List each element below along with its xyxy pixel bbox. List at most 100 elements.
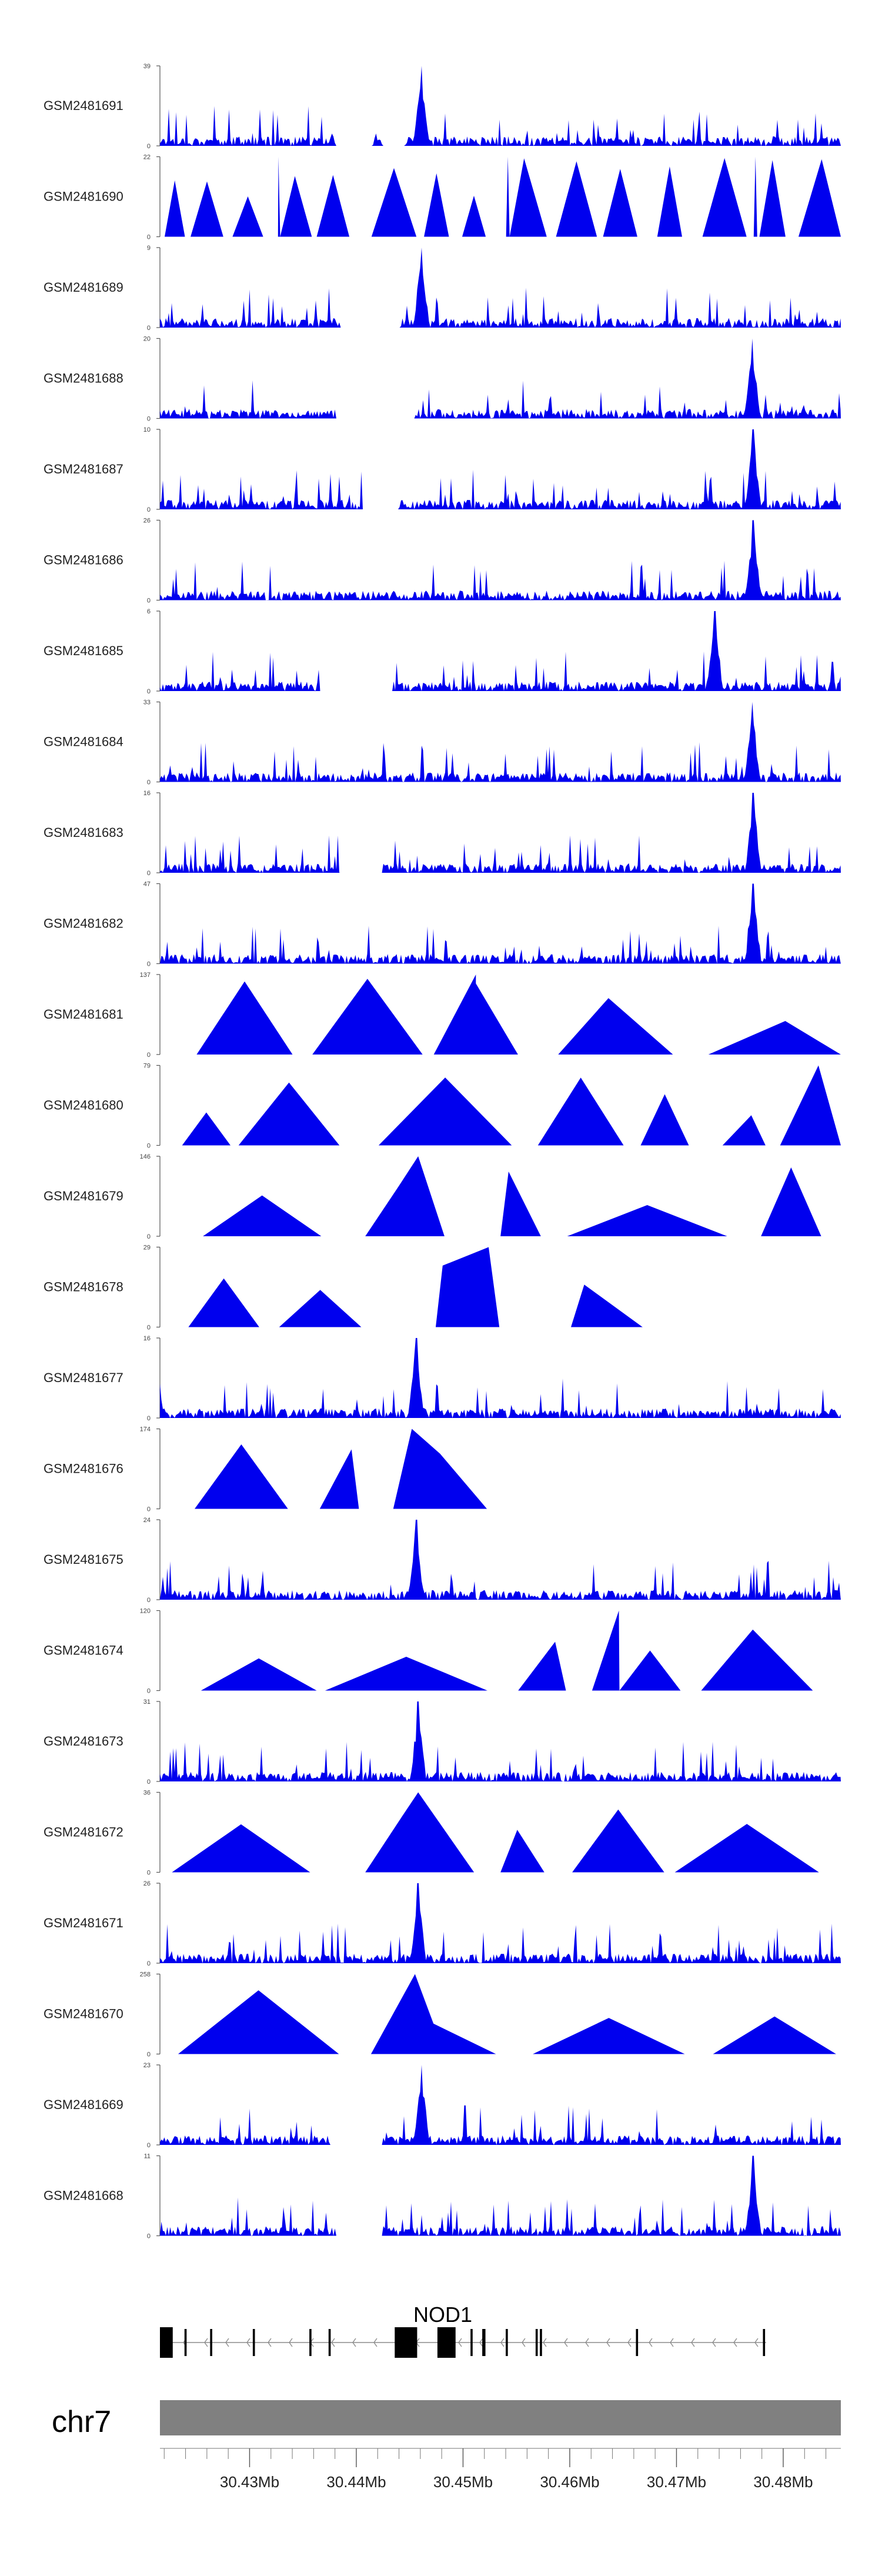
genome-axis: 30.43Mb 30.44Mb 30.45Mb 30.46Mb 30.47Mb 30.48… [160, 2448, 841, 2491]
track-ymax-label: 16 [143, 1335, 151, 1342]
track-ymax-label: 29 [143, 1244, 151, 1252]
track-ymax-label: 16 [143, 790, 151, 797]
strand-arrow [712, 2338, 716, 2347]
chromosome-ideogram: chr7 [52, 2400, 841, 2439]
track-GSM2481673: GSM2481673 31 0 [44, 1699, 841, 1786]
track-ymin-label: 0 [147, 1778, 151, 1786]
track-ymax-label: 36 [143, 1790, 151, 1797]
track-ymax-label: 258 [140, 1971, 151, 1978]
track-label: GSM2481691 [44, 98, 123, 113]
signal-area [160, 975, 841, 1055]
track-label: GSM2481687 [44, 462, 123, 476]
track-GSM2481687: GSM2481687 10 0 [44, 426, 841, 513]
gene-exons [160, 2327, 766, 2358]
strand-arrow [331, 2338, 335, 2347]
signal-area [160, 1610, 841, 1691]
axis-tick-label: 30.43Mb [220, 2473, 279, 2491]
gene-exon [540, 2329, 542, 2356]
signal-area [160, 702, 841, 782]
track-GSM2481684: GSM2481684 33 0 [44, 699, 841, 786]
gene-exon [535, 2329, 538, 2356]
track-GSM2481690: GSM2481690 22 0 [44, 154, 841, 241]
strand-arrow [289, 2338, 293, 2347]
track-ymin-label: 0 [147, 1415, 151, 1422]
track-label: GSM2481674 [44, 1643, 123, 1658]
track-label: GSM2481671 [44, 1916, 123, 1930]
strand-arrow [733, 2338, 737, 2347]
gene-exon [328, 2329, 331, 2356]
signal-area [160, 156, 841, 237]
track-label: GSM2481668 [44, 2188, 123, 2203]
signal-area [160, 1156, 841, 1236]
track-GSM2481670: GSM2481670 258 0 [44, 1971, 841, 2058]
gene-name-label: NOD1 [413, 2303, 472, 2327]
track-label: GSM2481679 [44, 1189, 123, 1203]
track-label: GSM2481676 [44, 1461, 123, 1476]
gene-exon [506, 2329, 508, 2356]
gene-exon [482, 2329, 486, 2356]
signal-area [160, 1701, 841, 1781]
track-ymin-label: 0 [147, 598, 151, 605]
chromosome-bar [160, 2400, 841, 2435]
track-GSM2481672: GSM2481672 36 0 [44, 1790, 841, 1877]
strand-arrow [204, 2338, 208, 2347]
strand-arrow [606, 2338, 610, 2347]
strand-arrow [352, 2338, 356, 2347]
signal-area [160, 429, 841, 509]
gene-exon [470, 2329, 473, 2356]
axis-tick-label: 30.47Mb [647, 2473, 706, 2491]
strand-arrow [564, 2338, 568, 2347]
track-ymax-label: 26 [143, 1880, 151, 1887]
track-ymin-label: 0 [147, 1688, 151, 1695]
track-GSM2481669: GSM2481669 23 0 [44, 2062, 841, 2149]
track-ymax-label: 26 [143, 518, 151, 525]
track-GSM2481675: GSM2481675 24 0 [44, 1517, 841, 1604]
signal-area [160, 2155, 841, 2236]
signal-area [160, 248, 841, 328]
track-GSM2481674: GSM2481674 120 0 [44, 1608, 841, 1695]
track-ymin-label: 0 [147, 2233, 151, 2240]
track-label: GSM2481686 [44, 553, 123, 568]
track-label: GSM2481670 [44, 2007, 123, 2021]
track-label: GSM2481688 [44, 371, 123, 386]
gene-exon [210, 2329, 212, 2356]
track-ymin-label: 0 [147, 1324, 151, 1332]
track-ymin-label: 0 [147, 143, 151, 150]
track-label: GSM2481690 [44, 189, 123, 204]
track-ymax-label: 146 [140, 1153, 151, 1160]
strand-arrow [627, 2338, 632, 2347]
track-GSM2481668: GSM2481668 11 0 [44, 2153, 841, 2240]
strand-arrow [691, 2338, 695, 2347]
track-GSM2481685: GSM2481685 6 0 [44, 608, 841, 695]
track-ymax-label: 20 [143, 336, 151, 343]
track-ymin-label: 0 [147, 325, 151, 332]
track-GSM2481676: GSM2481676 174 0 [44, 1426, 841, 1513]
track-ymax-label: 33 [143, 699, 151, 706]
gene-exon [309, 2329, 312, 2356]
track-label: GSM2481682 [44, 916, 123, 931]
signal-area [160, 1520, 841, 1600]
track-ymin-label: 0 [147, 1052, 151, 1059]
strand-arrow [479, 2338, 483, 2347]
strand-arrow [522, 2338, 526, 2347]
track-ymax-label: 39 [143, 63, 151, 70]
strand-arrow [585, 2338, 589, 2347]
track-label: GSM2481675 [44, 1552, 123, 1567]
axis-tick-label: 30.45Mb [433, 2473, 493, 2491]
strand-arrow [246, 2338, 250, 2347]
strand-arrow [543, 2338, 547, 2347]
signal-area [160, 520, 841, 600]
track-ymin-label: 0 [147, 416, 151, 423]
track-ymin-label: 0 [147, 2051, 151, 2058]
track-GSM2481688: GSM2481688 20 0 [44, 336, 841, 423]
gene-exon [252, 2329, 255, 2356]
track-ymin-label: 0 [147, 1960, 151, 1967]
track-ymax-label: 137 [140, 972, 151, 979]
track-GSM2481689: GSM2481689 9 0 [44, 245, 841, 332]
signal-area [160, 1065, 841, 1146]
signal-area [160, 883, 841, 964]
track-ymax-label: 22 [143, 154, 151, 161]
axis-tick-label: 30.46Mb [540, 2473, 599, 2491]
track-ymin-label: 0 [147, 1143, 151, 1150]
track-GSM2481681: GSM2481681 137 0 [44, 972, 841, 1059]
